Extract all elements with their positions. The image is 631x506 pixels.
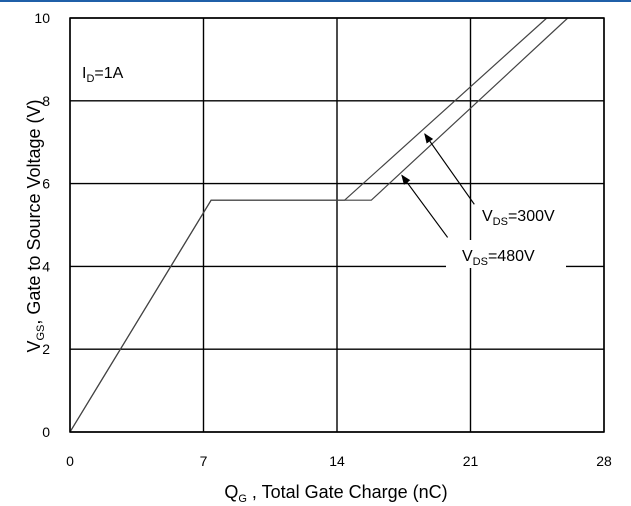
series-line-1 — [69, 17, 569, 433]
series-layer — [69, 17, 569, 433]
series-label-480v: VDS=480V — [462, 248, 535, 268]
label-bg-480v — [446, 240, 566, 268]
x-tick-label: 14 — [329, 453, 345, 469]
drain-current-annotation: ID=1A — [82, 65, 124, 85]
x-tick-label: 21 — [463, 453, 479, 469]
label-bg-300v — [478, 200, 584, 228]
x-tick-label: 28 — [596, 453, 612, 469]
series-line-0 — [69, 17, 548, 433]
y-tick-label: 0 — [42, 424, 50, 440]
series-label-300v: VDS=300V — [482, 208, 555, 228]
annotation-arrow-0 — [424, 133, 475, 205]
y-tick-label: 8 — [42, 93, 50, 109]
x-axis-title: QG , Total Gate Charge (nC) — [224, 482, 447, 505]
x-tick-label: 0 — [66, 453, 74, 469]
annotation-arrow-1 — [401, 174, 449, 238]
y-tick-label: 4 — [42, 258, 50, 274]
x-tick-label: 7 — [200, 453, 208, 469]
y-tick-label: 2 — [42, 341, 50, 357]
y-axis-title: VGS, Gate to Source Voltage (V) — [24, 99, 47, 352]
plot-frame — [69, 17, 605, 433]
y-tick-label: 6 — [42, 176, 50, 192]
tick-labels: 0 7 14 21 28 0 2 4 6 8 10 — [34, 10, 612, 469]
y-tick-label: 10 — [34, 10, 50, 26]
